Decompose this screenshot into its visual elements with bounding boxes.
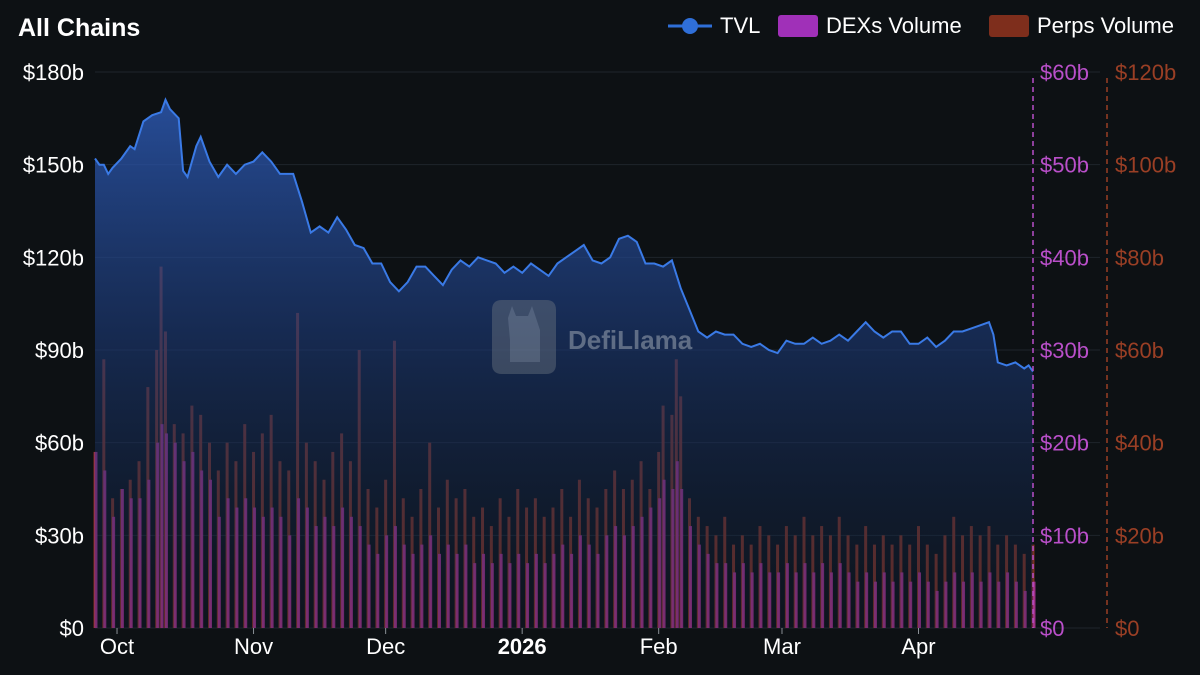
y-tick-label: $120b — [23, 245, 84, 270]
legend-item-dexs-volume[interactable]: DEXs Volume — [778, 13, 962, 39]
x-tick-label: Dec — [366, 634, 405, 659]
tvl-line — [94, 97, 1034, 373]
x-tick-label: Feb — [640, 634, 678, 659]
y-tick-label: $20b — [1115, 523, 1164, 548]
legend-label-dexs-volume: DEXs Volume — [826, 13, 962, 38]
x-tick-label: Nov — [234, 634, 273, 659]
legend-item-perps-volume[interactable]: Perps Volume — [989, 13, 1174, 39]
y-tick-label: $80b — [1115, 245, 1164, 270]
y-tick-label: $90b — [35, 338, 84, 363]
legend-swatch-icon — [989, 15, 1029, 37]
defillama-watermark: DefiLlama — [492, 300, 693, 374]
y-tick-label: $30b — [1040, 338, 1089, 363]
y-tick-label: $120b — [1115, 60, 1176, 85]
chart-title: All Chains — [18, 14, 141, 42]
dexs-axis-tick-labels: $0 $10b $20b $30b $40b $50b $60b — [1040, 60, 1089, 641]
y-tick-label: $60b — [1040, 60, 1089, 85]
y-tick-label: $0 — [1115, 616, 1139, 641]
legend-swatch-icon — [778, 15, 818, 37]
left-axis-tick-labels: $0 $30b $60b $90b $120b $150b $180b — [23, 60, 84, 641]
y-tick-label: $0 — [60, 616, 84, 641]
tvl-area — [95, 99, 1033, 629]
dexs-volume-bar — [1032, 581, 1036, 628]
llama-head-icon — [508, 306, 540, 362]
x-tick-label: Oct — [100, 634, 134, 659]
y-tick-label: $60b — [1115, 338, 1164, 363]
y-tick-label: $40b — [1115, 431, 1164, 456]
y-tick-label: $10b — [1040, 523, 1089, 548]
y-tick-label: $150b — [23, 153, 84, 178]
x-axis-tick-labels: Oct Nov Dec 2026 Feb Mar Apr — [100, 628, 936, 659]
y-tick-label: $100b — [1115, 153, 1176, 178]
y-tick-label: $40b — [1040, 245, 1089, 270]
x-tick-label: 2026 — [498, 634, 547, 659]
x-tick-label: Apr — [901, 634, 935, 659]
x-tick-label: Mar — [763, 634, 801, 659]
watermark-text: DefiLlama — [568, 325, 693, 355]
y-tick-label: $180b — [23, 60, 84, 85]
legend-label-tvl: TVL — [720, 13, 761, 38]
llama-logo-icon — [492, 300, 556, 374]
legend-label-perps-volume: Perps Volume — [1037, 13, 1174, 38]
y-tick-label: $60b — [35, 431, 84, 456]
tvl-area-layer — [94, 97, 1034, 629]
y-tick-label: $0 — [1040, 616, 1064, 641]
y-tick-label: $50b — [1040, 153, 1089, 178]
legend-item-tvl[interactable]: TVL — [668, 13, 760, 39]
y-tick-label: $20b — [1040, 431, 1089, 456]
perps-axis-tick-labels: $0 $20b $40b $60b $80b $100b $120b — [1115, 60, 1176, 641]
y-tick-label: $30b — [35, 523, 84, 548]
legend-line-dot-icon — [668, 18, 712, 34]
